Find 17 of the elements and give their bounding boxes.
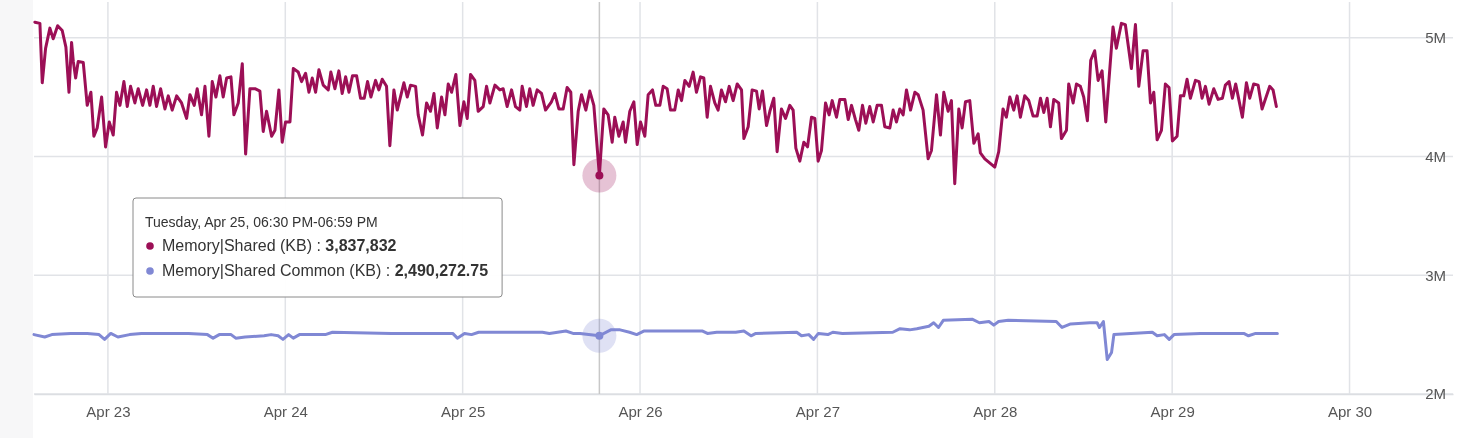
- x-tick-label: Apr 23: [86, 402, 131, 420]
- x-tick-label: Apr 24: [263, 402, 308, 420]
- x-tick-label: Apr 25: [441, 402, 486, 420]
- y-tick-label: 4M: [1425, 147, 1446, 165]
- y-tick-label: 5M: [1425, 28, 1446, 46]
- legend-label: Memory|Shared (KB): [162, 237, 312, 254]
- x-tick-label: Apr 27: [795, 402, 841, 420]
- annotation: : 2,490,272.75: [381, 262, 489, 279]
- x-tick-label: Apr 29: [1150, 402, 1195, 420]
- legend-label: Memory|Shared Common (KB): [162, 262, 382, 279]
- x-tick-label: Apr 28: [973, 402, 1018, 420]
- y-tick-label: 3M: [1425, 266, 1446, 284]
- annotation: : 3,837,832: [311, 237, 397, 254]
- y-tick-label: 2M: [1425, 385, 1446, 403]
- annotation: Tuesday, Apr 25, 06:30 PM-06:59 PM: [145, 214, 378, 230]
- x-tick-label: Apr 30: [1327, 402, 1373, 420]
- x-tick-label: Apr 26: [618, 402, 663, 420]
